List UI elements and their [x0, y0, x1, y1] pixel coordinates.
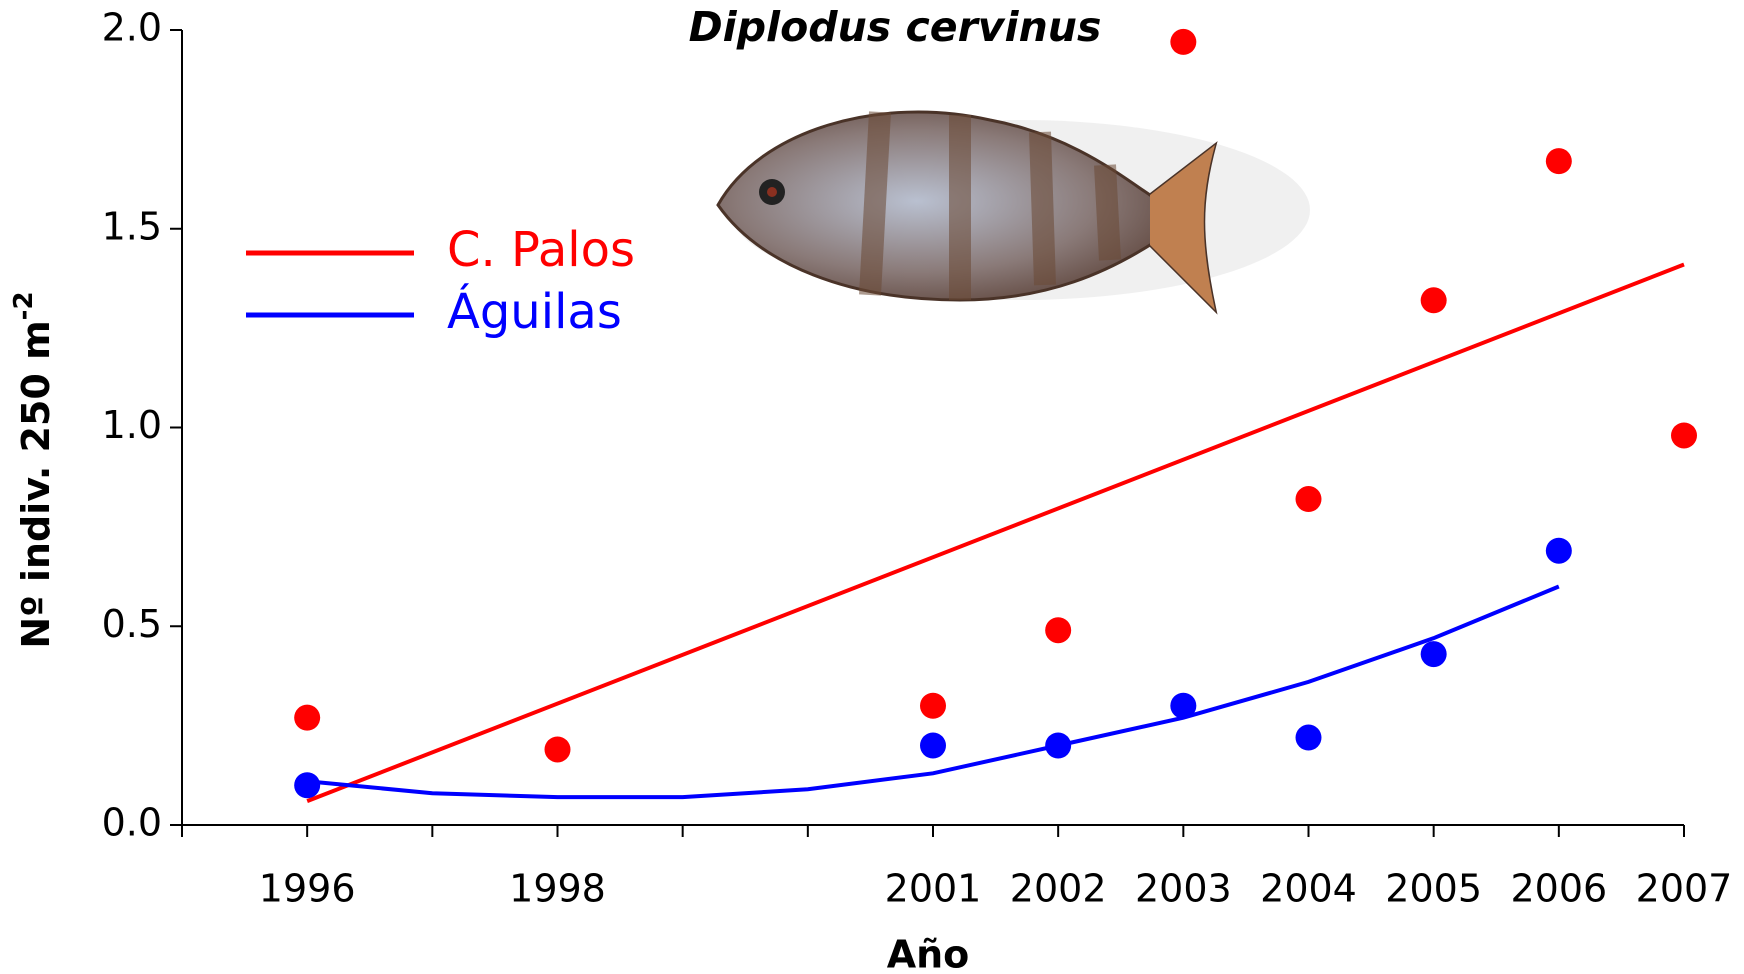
data-point [1170, 29, 1196, 55]
y-tick-label: 1.5 [102, 204, 162, 248]
y-tick-label: 0.0 [102, 801, 162, 845]
x-tick-label: 1996 [259, 867, 356, 911]
x-tick-label: 1998 [509, 867, 606, 911]
data-point [1546, 148, 1572, 174]
x-tick-label: 2007 [1636, 867, 1733, 911]
x-tick-label: 2003 [1135, 867, 1232, 911]
legend-label: C. Palos [447, 222, 635, 278]
y-axis-label-superscript: -2 [9, 291, 39, 320]
data-point [294, 772, 320, 798]
x-tick-label: 2005 [1385, 867, 1482, 911]
y-tick-label: 0.5 [102, 602, 162, 646]
data-point [1546, 538, 1572, 564]
data-point [1170, 693, 1196, 719]
chart: Diplodus cervinus Año Nº indiv. 250 m-2 … [0, 0, 1744, 970]
trend-line [307, 265, 1684, 802]
trend-line [307, 587, 1559, 798]
x-tick-label: 2006 [1510, 867, 1607, 911]
x-axis-label: Año [887, 933, 970, 971]
data-point [1421, 287, 1447, 313]
y-tick-label: 2.0 [102, 6, 162, 50]
data-point [920, 733, 946, 759]
y-axis-label-text: Nº indiv. 250 m [14, 320, 58, 648]
chart-title: Diplodus cervinus [689, 3, 1102, 51]
data-point [545, 736, 571, 762]
x-tick-label: 2002 [1010, 867, 1107, 911]
x-tick-label: 2001 [885, 867, 982, 911]
x-tick-label: 2004 [1260, 867, 1357, 911]
data-point [1045, 617, 1071, 643]
y-tick-label: 1.0 [102, 403, 162, 447]
data-point [1421, 641, 1447, 667]
data-point [920, 693, 946, 719]
data-point [1296, 725, 1322, 751]
page: {"chart_data": { "type": "scatter", "tit… [0, 0, 1744, 970]
y-axis-label: Nº indiv. 250 m-2 [9, 291, 58, 648]
data-point [294, 705, 320, 731]
data-point [1045, 733, 1071, 759]
data-point [1671, 422, 1697, 448]
fish-illustration [718, 112, 1310, 310]
legend-label: Águilas [447, 283, 622, 340]
data-point [1296, 486, 1322, 512]
